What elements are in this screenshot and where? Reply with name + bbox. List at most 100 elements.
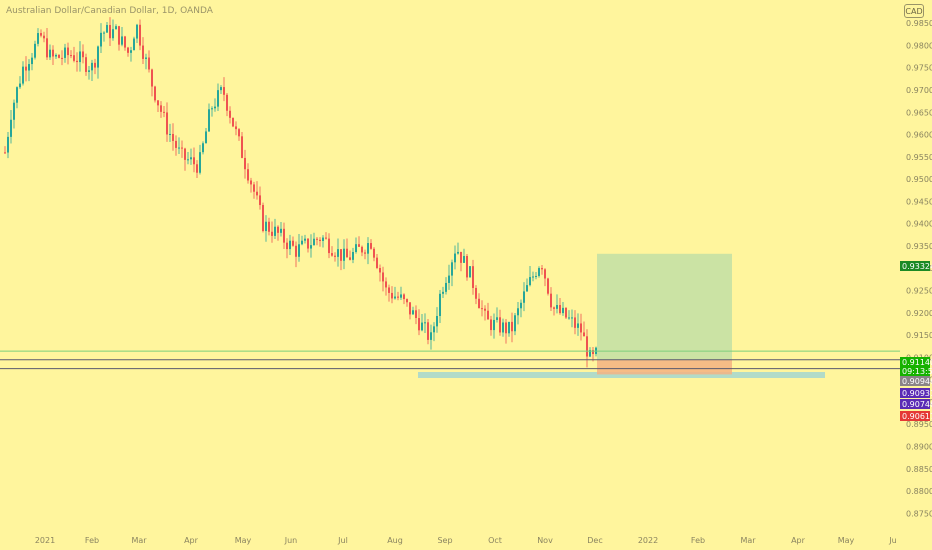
candle-body <box>301 240 303 245</box>
candle-body <box>526 285 528 292</box>
candle-body <box>565 307 567 318</box>
candle-body <box>412 310 414 315</box>
candle-body <box>286 242 288 250</box>
candle-body <box>391 292 393 299</box>
candle-body <box>253 184 255 192</box>
candle-body <box>373 248 375 258</box>
candle-body <box>568 317 570 319</box>
candle-body <box>544 269 546 279</box>
time-tick-label: Mar <box>740 536 756 545</box>
candle-body <box>67 47 69 56</box>
candle-body <box>97 46 99 68</box>
candle-body <box>187 159 189 161</box>
time-tick-label: Dec <box>587 536 602 545</box>
candle-body <box>334 255 336 257</box>
price-badge-label: 0.90746 <box>902 400 932 409</box>
candle-body <box>223 87 225 95</box>
candle-body <box>247 169 249 181</box>
price-badge: 09:13:53 <box>900 366 932 376</box>
candle-body <box>550 293 552 308</box>
candle-body <box>298 244 300 257</box>
candle-body <box>457 251 459 254</box>
price-badge-label: 0.91140 <box>902 358 932 367</box>
time-tick-label: Jun <box>284 536 298 545</box>
time-tick-label: May <box>235 536 252 545</box>
candle-body <box>4 152 6 154</box>
candle-body <box>535 275 537 277</box>
candle-body <box>256 191 258 196</box>
candle-body <box>451 262 453 276</box>
candle-body <box>409 302 411 315</box>
candle-body <box>157 100 159 106</box>
candle-body <box>271 231 273 236</box>
candle-body <box>295 245 297 257</box>
candle-body <box>496 317 498 320</box>
candle-body <box>28 64 30 71</box>
candle-body <box>37 33 39 44</box>
candle-body <box>343 248 345 261</box>
candle-body <box>163 111 165 113</box>
currency-button[interactable]: CAD <box>904 4 924 18</box>
candle-body <box>394 296 396 299</box>
candle-body <box>58 54 60 58</box>
candle-body <box>376 257 378 269</box>
candle-body <box>511 321 513 332</box>
candle-body <box>505 322 507 334</box>
price-badge: 0.91140 <box>900 357 932 367</box>
candle-body <box>583 332 585 337</box>
candle-body <box>193 157 195 165</box>
candle-body <box>355 244 357 252</box>
candle-body <box>331 253 333 256</box>
candle-body <box>160 105 162 112</box>
candle-body <box>484 308 486 311</box>
price-badge: 0.90946 <box>900 376 932 386</box>
candle-body <box>427 322 429 340</box>
candle-body <box>454 253 456 263</box>
candle-body <box>238 129 240 137</box>
candle-body <box>106 24 108 33</box>
candle-body <box>16 87 18 103</box>
long-position-profit-zone[interactable] <box>597 253 732 360</box>
candle-body <box>274 226 276 236</box>
candle-body <box>559 305 561 314</box>
candle-body <box>481 308 483 310</box>
time-tick-label: 2021 <box>35 536 55 545</box>
candle-body <box>241 136 243 158</box>
candle-body <box>553 307 555 309</box>
candle-body <box>379 268 381 273</box>
candle-body <box>7 136 9 153</box>
candle-body <box>262 205 264 232</box>
price-badge: 0.93324 <box>900 261 932 271</box>
candle-body <box>304 238 306 241</box>
candle-body <box>538 268 540 276</box>
candle-body <box>277 226 279 233</box>
time-tick-label: May <box>838 536 855 545</box>
support-zone[interactable] <box>418 372 825 378</box>
candle-body <box>229 110 231 118</box>
candle-body <box>586 336 588 357</box>
candle-body <box>88 70 90 72</box>
candle-body <box>319 239 321 241</box>
price-badge-label: 09:13:53 <box>902 367 932 376</box>
candle-body <box>226 94 228 111</box>
candle-body <box>181 147 183 149</box>
price-badge-label: 0.90931 <box>902 389 932 398</box>
time-tick-label: Feb <box>85 536 99 545</box>
long-position-stop-zone[interactable] <box>597 359 732 375</box>
candle-body <box>268 221 270 232</box>
candle-body <box>466 256 468 278</box>
candle-body <box>562 307 564 314</box>
candle-body <box>400 294 402 298</box>
candle-body <box>130 50 132 53</box>
candle-body <box>382 272 384 282</box>
candle-body <box>196 164 198 173</box>
candle-body <box>25 66 27 71</box>
candle-body <box>76 60 78 63</box>
price-tick-label: 0.87500 <box>906 509 932 518</box>
